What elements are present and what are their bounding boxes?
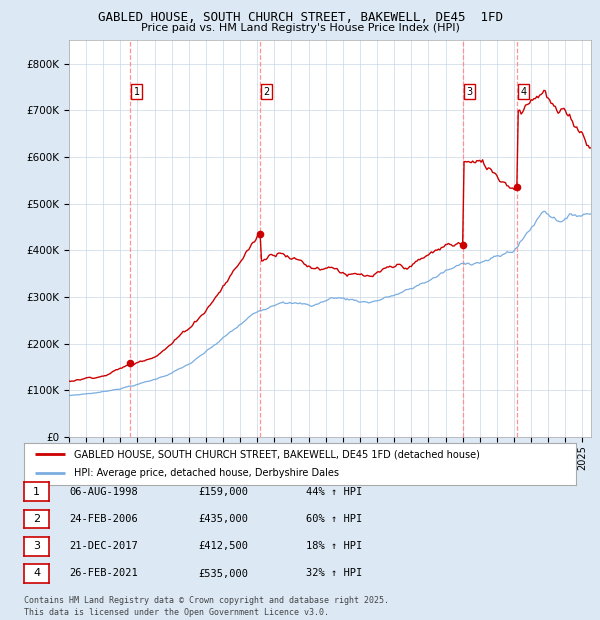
Text: 18% ↑ HPI: 18% ↑ HPI [306,541,362,551]
Text: £435,000: £435,000 [198,514,248,524]
Text: GABLED HOUSE, SOUTH CHURCH STREET, BAKEWELL, DE45  1FD: GABLED HOUSE, SOUTH CHURCH STREET, BAKEW… [97,11,503,24]
Text: £412,500: £412,500 [198,541,248,551]
Text: 4: 4 [520,87,526,97]
Text: 06-AUG-1998: 06-AUG-1998 [69,487,138,497]
Text: 3: 3 [466,87,472,97]
Text: Price paid vs. HM Land Registry's House Price Index (HPI): Price paid vs. HM Land Registry's House … [140,23,460,33]
Text: 2: 2 [33,514,40,524]
Text: 3: 3 [33,541,40,551]
Text: HPI: Average price, detached house, Derbyshire Dales: HPI: Average price, detached house, Derb… [74,469,338,479]
Text: Contains HM Land Registry data © Crown copyright and database right 2025.
This d: Contains HM Land Registry data © Crown c… [24,596,389,617]
Text: 44% ↑ HPI: 44% ↑ HPI [306,487,362,497]
Text: 4: 4 [33,569,40,578]
Text: £535,000: £535,000 [198,569,248,578]
Text: 60% ↑ HPI: 60% ↑ HPI [306,514,362,524]
Text: 1: 1 [134,87,140,97]
Text: GABLED HOUSE, SOUTH CHURCH STREET, BAKEWELL, DE45 1FD (detached house): GABLED HOUSE, SOUTH CHURCH STREET, BAKEW… [74,449,479,459]
Text: 1: 1 [33,487,40,497]
Text: 32% ↑ HPI: 32% ↑ HPI [306,569,362,578]
Text: 21-DEC-2017: 21-DEC-2017 [69,541,138,551]
Text: 2: 2 [263,87,270,97]
Text: 24-FEB-2006: 24-FEB-2006 [69,514,138,524]
Text: £159,000: £159,000 [198,487,248,497]
Text: 26-FEB-2021: 26-FEB-2021 [69,569,138,578]
